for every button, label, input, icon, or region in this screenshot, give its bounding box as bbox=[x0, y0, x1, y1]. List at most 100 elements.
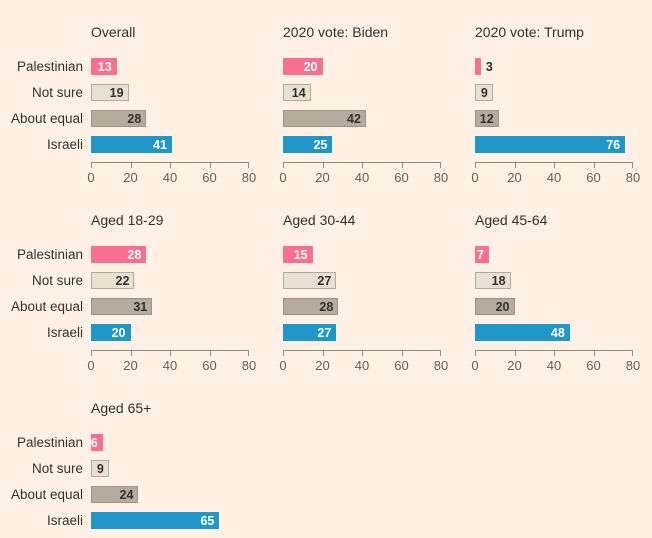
axis-tick-label: 80 bbox=[625, 170, 641, 185]
category-labels: Palestinian Not sure About equal Israeli bbox=[0, 58, 91, 162]
bar-not-sure bbox=[283, 84, 311, 101]
x-axis: 0 20 40 60 80 bbox=[471, 350, 640, 377]
axis-tick-label: 20 bbox=[123, 358, 138, 373]
chart-panel: Aged 65+ Palestinian Not sure About equal Is… bbox=[11, 400, 249, 538]
bar-israeli bbox=[91, 324, 131, 341]
bar-israeli bbox=[91, 136, 172, 153]
bar-value-label: 12 bbox=[479, 111, 494, 126]
bar-value-label: 3 bbox=[485, 59, 493, 74]
axis-tick bbox=[514, 351, 516, 356]
bar-about-equal bbox=[283, 298, 339, 315]
bar-row: 3 bbox=[475, 58, 633, 75]
bar-value-label: 31 bbox=[133, 299, 148, 314]
axis-tick-label: 80 bbox=[241, 170, 257, 185]
axis-tick-label: 60 bbox=[394, 170, 409, 185]
axis-tick bbox=[632, 351, 633, 356]
bar-value-label: 22 bbox=[115, 273, 130, 288]
axis-tick bbox=[475, 351, 476, 356]
bar-value-label: 65 bbox=[200, 513, 215, 528]
axis-tick-label: 40 bbox=[546, 358, 562, 373]
bar-row: 41 bbox=[91, 136, 249, 153]
bar-value-label: 15 bbox=[293, 247, 308, 262]
bar-row: 13 bbox=[91, 58, 249, 75]
category-labels: Palestinian Not sure About equal Israeli bbox=[0, 246, 91, 350]
bar-value-label: 42 bbox=[347, 111, 361, 126]
chart-grid-row: Aged 65+ Palestinian Not sure About equal Is… bbox=[11, 400, 652, 538]
x-axis: 0 20 40 60 80 bbox=[87, 162, 256, 189]
category-label: Not sure bbox=[31, 273, 83, 288]
bar-row: 9 bbox=[91, 460, 249, 477]
axis-tick bbox=[248, 163, 249, 168]
bar-not-sure bbox=[91, 84, 129, 101]
bar-row: 20 bbox=[91, 324, 249, 341]
plot-area: Palestinian Not sure About equal Israeli 6 9 2… bbox=[11, 434, 249, 538]
bar-row: 48 bbox=[475, 324, 633, 341]
bar-value-label: 18 bbox=[491, 273, 506, 288]
bar-value-label: 14 bbox=[291, 85, 306, 100]
chart-grid-row: Overall Palestinian Not sure About equal Isr… bbox=[11, 24, 652, 189]
bar-row: 28 bbox=[91, 110, 249, 127]
bar-row: 27 bbox=[283, 272, 441, 289]
bar-value-label: 20 bbox=[303, 59, 318, 74]
axis-tick bbox=[209, 351, 211, 356]
bar-value-label: 25 bbox=[313, 137, 328, 152]
bar-about-equal bbox=[91, 298, 153, 315]
bar-about-equal bbox=[91, 110, 147, 127]
axis-tick-label: 40 bbox=[354, 170, 370, 185]
bar-israeli bbox=[283, 136, 333, 153]
category-label: About equal bbox=[10, 487, 83, 502]
bar-about-equal bbox=[283, 110, 366, 127]
axis-tick-label: 80 bbox=[433, 170, 449, 185]
axis-tick-label: 0 bbox=[471, 358, 479, 373]
axis-tick bbox=[475, 163, 476, 168]
plot-area: 7 18 20 48 0 20 40 60 80 bbox=[471, 246, 640, 377]
bar-value-label: 24 bbox=[119, 487, 134, 502]
axis-tick-label: 60 bbox=[394, 358, 409, 373]
bar-value-label: 20 bbox=[495, 299, 510, 314]
bar-israeli bbox=[91, 512, 220, 529]
chart-title: Aged 30-44 bbox=[283, 212, 356, 228]
bar-value-label: 41 bbox=[153, 137, 167, 152]
bar-not-sure bbox=[91, 460, 109, 477]
axis-tick-label: 40 bbox=[546, 170, 562, 185]
bar-value-label: 28 bbox=[127, 111, 142, 126]
bar-value-label: 76 bbox=[606, 137, 621, 152]
chart-panel: 2020 vote: Biden 20 14 42 25 0 20 40 60 80 bbox=[279, 24, 448, 189]
axis-tick bbox=[593, 351, 595, 356]
chart-grid-row: Aged 18-29 Palestinian Not sure About equal… bbox=[11, 212, 652, 377]
axis-tick bbox=[514, 163, 516, 168]
bar-value-label: 13 bbox=[97, 59, 112, 74]
bar-israeli bbox=[475, 324, 570, 341]
bar-row: 9 bbox=[475, 84, 633, 101]
bar-row: 25 bbox=[283, 136, 441, 153]
bar-row: 20 bbox=[475, 298, 633, 315]
plot-area: 15 27 28 27 0 20 40 60 80 bbox=[279, 246, 448, 377]
bar-row: 18 bbox=[475, 272, 633, 289]
bar-row: 28 bbox=[283, 298, 441, 315]
bar-not-sure bbox=[475, 272, 511, 289]
axis-tick bbox=[248, 351, 249, 356]
axis-tick-label: 0 bbox=[279, 170, 287, 185]
bar-not-sure bbox=[283, 272, 337, 289]
axis-tick-label: 0 bbox=[87, 170, 95, 185]
bar-row: 14 bbox=[283, 84, 441, 101]
bar-palestinian bbox=[91, 246, 147, 263]
bar-row: 7 bbox=[475, 246, 633, 263]
x-axis: 0 20 40 60 80 bbox=[279, 162, 448, 189]
bar-israeli bbox=[283, 324, 337, 341]
axis-tick-label: 0 bbox=[87, 358, 95, 373]
bar-about-equal bbox=[91, 486, 139, 503]
axis-tick bbox=[283, 351, 284, 356]
axis-tick-label: 40 bbox=[162, 170, 178, 185]
chart-panel: Aged 45-64 7 18 20 48 0 20 40 60 80 bbox=[471, 212, 640, 377]
chart-title: Aged 18-29 bbox=[91, 212, 164, 228]
bar-palestinian bbox=[91, 434, 103, 451]
category-label: About equal bbox=[10, 299, 83, 314]
axis-tick bbox=[209, 163, 211, 168]
axis-tick bbox=[130, 351, 132, 356]
axis-tick-label: 20 bbox=[123, 170, 138, 185]
chart-panel: 2020 vote: Trump 3 9 12 76 0 20 40 60 80 bbox=[471, 24, 640, 189]
bar-row: 20 bbox=[283, 58, 441, 75]
bar-palestinian bbox=[283, 246, 313, 263]
